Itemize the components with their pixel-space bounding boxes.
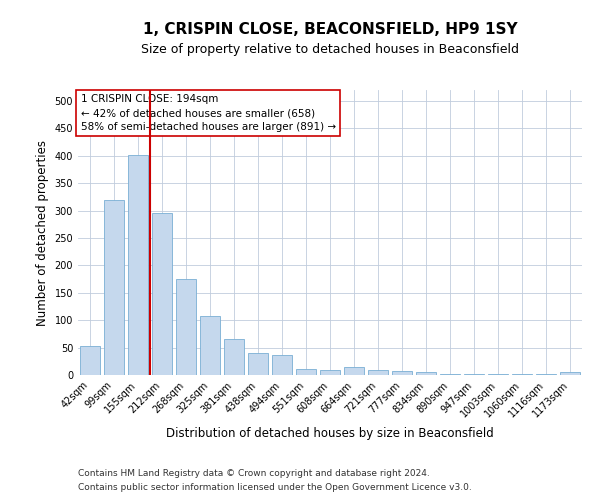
Bar (536, 374, 556, 375)
Bar (392, 371, 412, 375)
X-axis label: Distribution of detached houses by size in Beaconsfield: Distribution of detached houses by size … (166, 428, 494, 440)
Bar (200, 316, 220, 375)
Bar (224, 340, 244, 375)
Bar (176, 278, 196, 375)
Bar (416, 372, 436, 375)
Text: Contains HM Land Registry data © Crown copyright and database right 2024.: Contains HM Land Registry data © Crown c… (78, 468, 430, 477)
Bar (248, 353, 268, 375)
Text: Contains public sector information licensed under the Open Government Licence v3: Contains public sector information licen… (78, 484, 472, 492)
Bar (80, 346, 100, 375)
Bar (512, 374, 532, 375)
Bar (344, 367, 364, 375)
Bar (560, 372, 580, 375)
Bar (296, 369, 316, 375)
Bar (128, 155, 148, 375)
Bar (488, 374, 508, 375)
Text: Size of property relative to detached houses in Beaconsfield: Size of property relative to detached ho… (141, 42, 519, 56)
Bar (368, 370, 388, 375)
Bar (272, 356, 292, 375)
Bar (320, 370, 340, 375)
Bar (440, 374, 460, 375)
Text: 1, CRISPIN CLOSE, BEACONSFIELD, HP9 1SY: 1, CRISPIN CLOSE, BEACONSFIELD, HP9 1SY (143, 22, 517, 38)
Bar (464, 374, 484, 375)
Text: 1 CRISPIN CLOSE: 194sqm
← 42% of detached houses are smaller (658)
58% of semi-d: 1 CRISPIN CLOSE: 194sqm ← 42% of detache… (80, 94, 335, 132)
Y-axis label: Number of detached properties: Number of detached properties (36, 140, 49, 326)
Bar (152, 213, 172, 375)
Bar (104, 200, 124, 375)
